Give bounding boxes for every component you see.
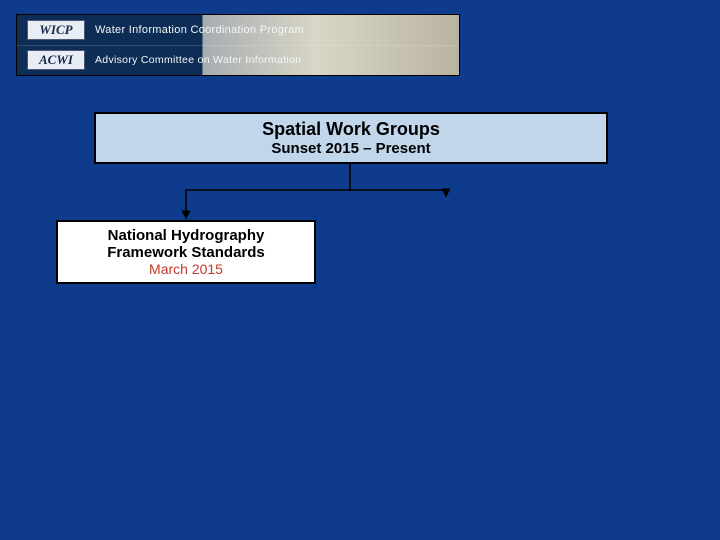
header-banner: WICP Water Information Coordination Prog… (16, 14, 460, 76)
parent-node-spatial-work-groups: Spatial Work Groups Sunset 2015 – Presen… (94, 112, 608, 164)
child-date: March 2015 (149, 261, 223, 277)
acwi-label: Advisory Committee on Water Information (95, 54, 301, 66)
banner-rows: WICP Water Information Coordination Prog… (17, 15, 459, 75)
parent-title: Spatial Work Groups (262, 119, 440, 140)
child-title-line1: National Hydrography (108, 227, 265, 244)
banner-row-acwi: ACWI Advisory Committee on Water Informa… (17, 46, 459, 76)
child-title-line2: Framework Standards (107, 244, 265, 261)
banner-row-wicp: WICP Water Information Coordination Prog… (17, 15, 459, 46)
parent-subtitle: Sunset 2015 – Present (271, 140, 430, 157)
edge-stub-right (350, 190, 446, 196)
acwi-logo: ACWI (27, 50, 85, 70)
wicp-logo: WICP (27, 20, 85, 40)
edge-parent-to-child (186, 164, 350, 218)
child-node-nhfs: National Hydrography Framework Standards… (56, 220, 316, 284)
wicp-label: Water Information Coordination Program (95, 24, 304, 36)
